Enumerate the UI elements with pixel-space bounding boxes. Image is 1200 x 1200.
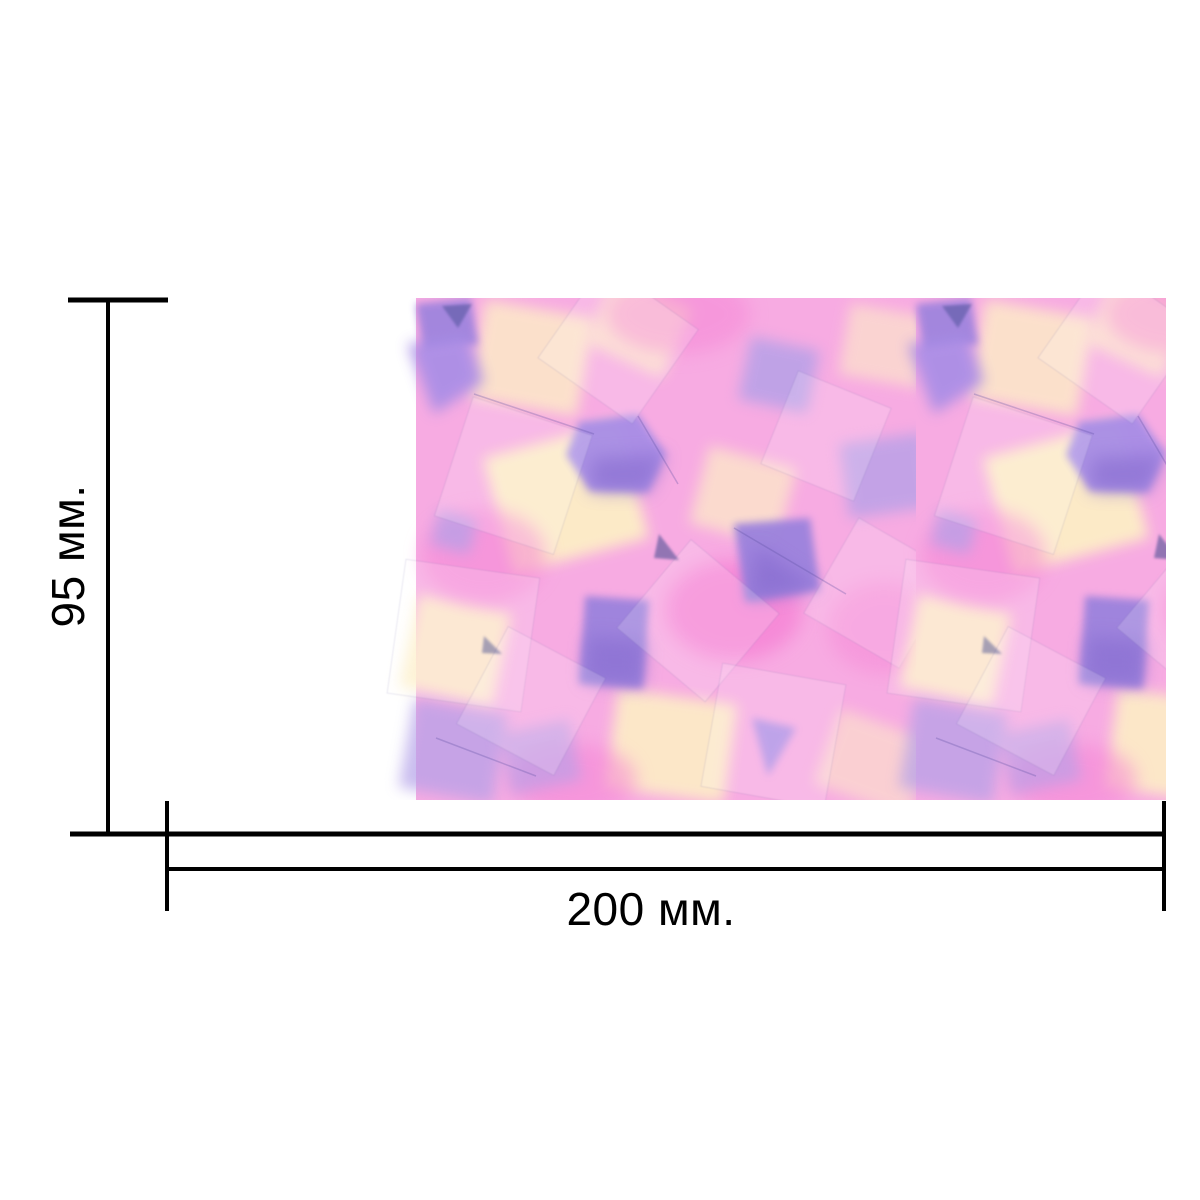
width-dimension-label: 200 мм. <box>566 883 736 935</box>
height-dimension-label: 95 мм. <box>42 484 94 628</box>
